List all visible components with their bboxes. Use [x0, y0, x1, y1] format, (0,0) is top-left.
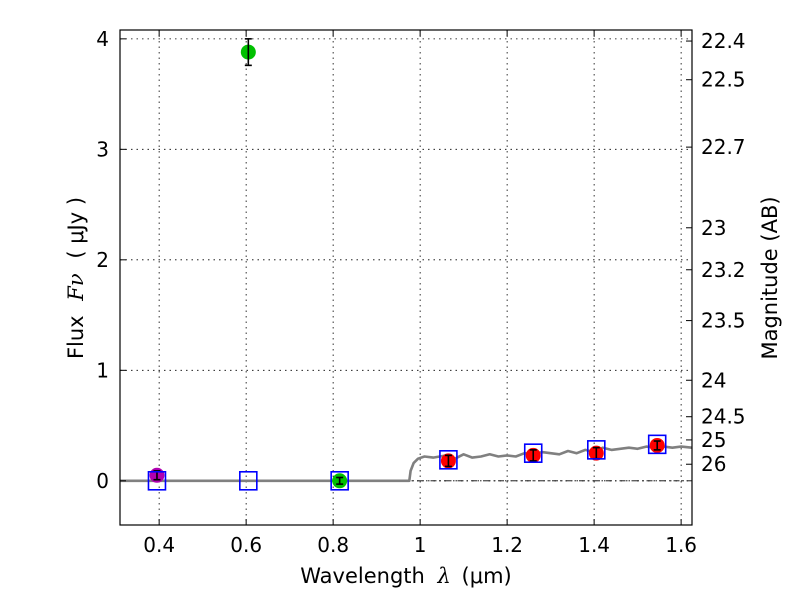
y2-tick-label: 22.5 — [701, 68, 746, 92]
model-spectrum-line — [120, 445, 693, 483]
x-axis-label: Wavelength λ (μm) — [300, 564, 511, 588]
x-axis-label-symbol: λ — [437, 564, 451, 588]
y2-tick-label: 23 — [701, 216, 726, 240]
model-photometry-square — [587, 440, 606, 460]
x-tick-label: 1 — [414, 533, 427, 557]
model-photometry-square — [239, 471, 258, 491]
y-axis-label: Flux Fν ( μJy ) — [64, 197, 88, 359]
y2-tick-label: 22.4 — [701, 29, 746, 53]
y2-tick-label: 23.5 — [701, 309, 746, 333]
y2-tick-label: 24 — [701, 368, 726, 392]
y-axis-label-text: Flux — [64, 315, 88, 359]
model-photometry-square — [330, 471, 349, 491]
y-axis-label-symbol: Fν — [64, 273, 88, 302]
model-layer — [120, 445, 693, 483]
model-photometry-square — [439, 450, 458, 470]
x-tick-label: 1.2 — [491, 533, 523, 557]
model-photometry-square — [647, 434, 667, 455]
y2-tick-label: 23.2 — [701, 258, 746, 282]
y-tick-label: 3 — [96, 137, 109, 161]
y-tick-label: 1 — [96, 358, 109, 382]
model-photometry-square — [523, 443, 543, 463]
y-axis-label-units: ( μJy ) — [64, 197, 88, 259]
x-axis-label-units: (μm) — [462, 564, 512, 588]
plot-frame — [119, 29, 693, 526]
x-tick-label: 1.6 — [665, 533, 697, 557]
x-tick-label: 0.8 — [317, 533, 349, 557]
y-tick-label: 4 — [96, 27, 109, 51]
y2-tick-label: 22.7 — [701, 135, 746, 159]
model-photometry-square — [147, 471, 167, 491]
y-tick-label: 2 — [96, 248, 109, 272]
y2-tick-label: 25 — [701, 428, 726, 452]
x-axis-label-text: Wavelength — [300, 564, 425, 588]
grid-layer — [120, 30, 692, 525]
y2-tick-label: 24.5 — [701, 405, 746, 429]
y2-axis-label: Magnitude (AB) — [758, 196, 782, 359]
y2-tick-label: 26 — [701, 452, 726, 476]
points-layer — [147, 38, 667, 491]
y-tick-label: 0 — [96, 469, 109, 493]
x-tick-label: 0.4 — [143, 533, 175, 557]
x-tick-label: 0.6 — [230, 533, 262, 557]
x-tick-label: 1.4 — [578, 533, 610, 557]
